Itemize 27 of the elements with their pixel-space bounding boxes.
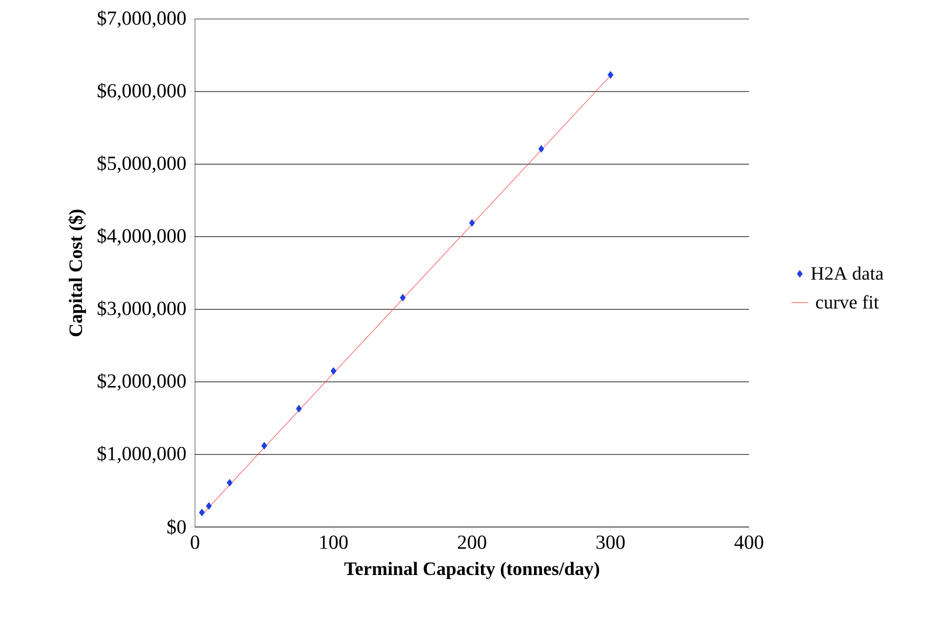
point	[206, 502, 212, 510]
x-tick-label: 200	[458, 536, 486, 549]
legend-label: H2A data	[811, 266, 884, 280]
point	[469, 219, 475, 227]
x-tick-label: 300	[596, 536, 625, 549]
x-tick-label: 400	[734, 536, 764, 549]
point	[608, 71, 614, 79]
y-axis-title: Capital Cost ($)	[68, 210, 86, 336]
point	[261, 442, 268, 450]
x-tick-label: 100	[320, 536, 348, 549]
y-tick-label: $0	[167, 519, 186, 535]
point	[226, 478, 233, 487]
point	[538, 145, 544, 153]
point	[296, 404, 302, 413]
point	[330, 367, 336, 375]
y-tick-label: $6,000,000	[98, 82, 186, 100]
y-tick-label: $3,000,000	[98, 300, 186, 318]
y-tick-label: $1,000,000	[98, 446, 186, 464]
point	[199, 508, 205, 516]
point	[400, 294, 406, 302]
y-tick-label: $2,000,000	[98, 373, 186, 391]
legend-label: curve fit	[816, 295, 879, 309]
y-tick-label: $5,000,000	[98, 155, 186, 173]
x-tick-label: 0	[190, 536, 200, 549]
y-tick-label: $7,000,000	[98, 10, 186, 28]
x-axis-title: Terminal Capacity (tonnes/day)	[344, 562, 600, 580]
y-tick-label: $4,000,000	[98, 228, 186, 246]
